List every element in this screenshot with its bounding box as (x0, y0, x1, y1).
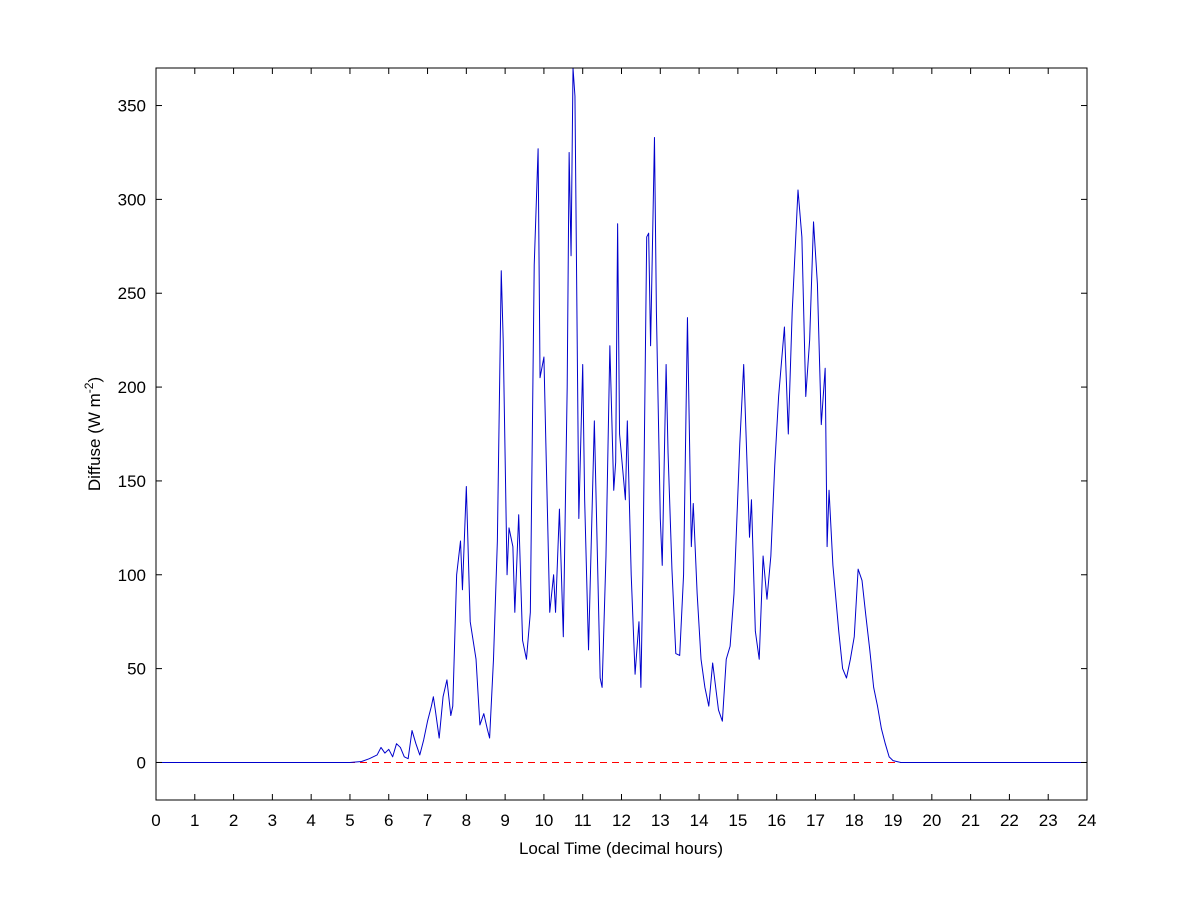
y-tick-label: 300 (118, 190, 146, 209)
x-tick-label: 13 (651, 811, 670, 830)
x-axis-label: Local Time (decimal hours) (519, 839, 723, 858)
x-tick-label: 15 (728, 811, 747, 830)
y-axis-label: Diffuse (W m-2) (82, 377, 104, 491)
x-tick-label: 11 (574, 811, 592, 830)
x-tick-label: 21 (961, 811, 980, 830)
x-tick-label: 17 (806, 811, 825, 830)
x-tick-label: 20 (922, 811, 941, 830)
y-tick-label: 150 (118, 472, 146, 491)
y-tick-labels: 0 50 100 150 200 250 300 350 (118, 97, 146, 773)
x-tick-label: 10 (534, 811, 553, 830)
y-tick-label: 50 (127, 660, 146, 679)
y-tick-label: 350 (118, 97, 146, 116)
plot-area (156, 68, 1087, 800)
x-tick-label: 12 (612, 811, 631, 830)
x-tick-label: 16 (767, 811, 786, 830)
y-axis-label-text: Diffuse (W m (85, 393, 104, 491)
x-tick-label: 23 (1039, 811, 1058, 830)
x-tick-label: 7 (423, 811, 432, 830)
series-layer (156, 67, 1087, 763)
x-tick-label: 22 (1000, 811, 1019, 830)
y-axis-label-superscript: -2 (82, 382, 96, 393)
y-tick-label: 0 (137, 753, 146, 772)
x-tick-label: 3 (268, 811, 277, 830)
x-tick-label: 6 (384, 811, 393, 830)
y-tick-label: 250 (118, 284, 146, 303)
x-tick-label: 0 (151, 811, 160, 830)
x-tick-label: 19 (884, 811, 903, 830)
plot-frame (155, 67, 1088, 801)
y-tick-label: 200 (118, 378, 146, 397)
x-tick-label: 8 (462, 811, 471, 830)
x-tick-labels: 0 1 2 3 4 5 6 7 8 9 10 11 12 13 14 15 16 17 18 19 20 21 22 23 24 (151, 811, 1096, 830)
y-axis-label-close: ) (85, 377, 104, 383)
x-tick-label: 24 (1078, 811, 1097, 830)
x-tick-label: 2 (229, 811, 238, 830)
x-tick-label: 4 (306, 811, 315, 830)
x-tick-label: 5 (345, 811, 354, 830)
y-tick-label: 100 (118, 566, 146, 585)
diffuse-series-line (156, 67, 1087, 763)
x-tick-label: 1 (190, 811, 199, 830)
x-tick-label: 9 (500, 811, 509, 830)
x-tick-label: 18 (845, 811, 864, 830)
x-tick-label: 14 (690, 811, 709, 830)
